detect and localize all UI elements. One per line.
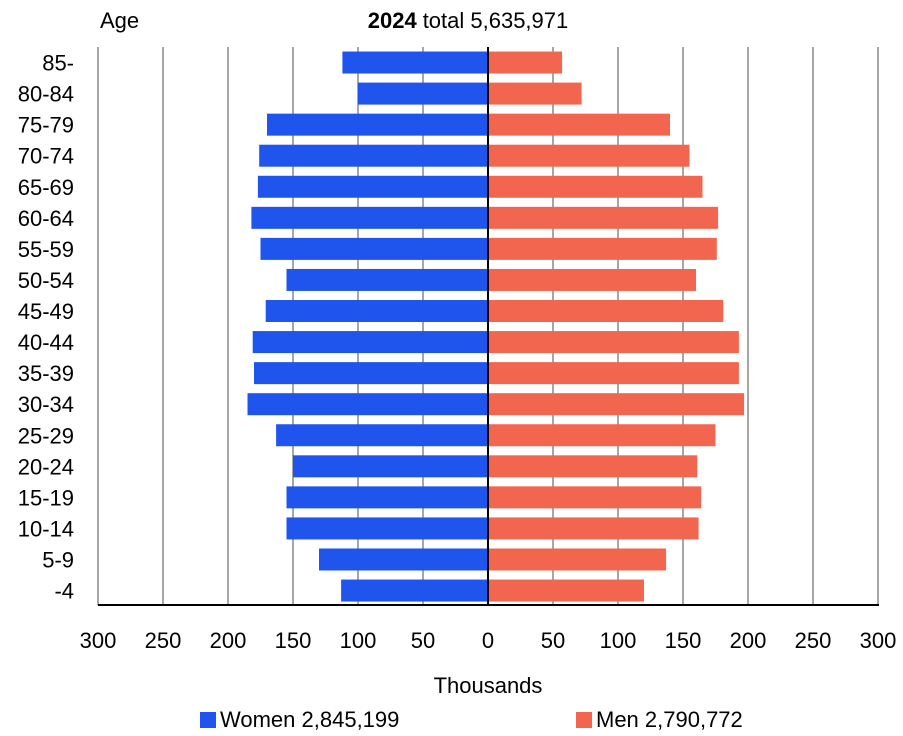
bar-women	[267, 113, 488, 136]
bar-men	[488, 517, 699, 540]
y-tick-label: 85-	[42, 51, 74, 76]
y-tick-label: 5-9	[42, 547, 74, 572]
bar-men	[488, 331, 739, 354]
bar-men	[488, 362, 739, 385]
x-tick-label: 250	[795, 628, 832, 653]
bar-women	[260, 237, 488, 260]
x-tick-label: 300	[860, 628, 897, 653]
bar-men	[488, 424, 716, 447]
x-tick-label: 100	[340, 628, 377, 653]
chart-title-year: 2024	[368, 8, 418, 33]
bar-women	[257, 175, 488, 198]
bar-men	[488, 113, 670, 136]
bar-women	[247, 393, 488, 416]
bar-men	[488, 579, 644, 602]
x-tick-label: 0	[482, 628, 494, 653]
bar-men	[488, 51, 563, 74]
y-tick-label: -4	[54, 579, 74, 604]
y-tick-label: 65-69	[18, 175, 74, 200]
y-tick-label: 15-19	[18, 485, 74, 510]
x-tick-label: 250	[145, 628, 182, 653]
x-tick-label: 200	[210, 628, 247, 653]
grid-lines	[97, 47, 879, 605]
y-tick-label: 10-14	[18, 516, 74, 541]
bar-men	[488, 144, 690, 167]
bar-men	[488, 206, 719, 229]
chart-title: 2024 total 5,635,971	[368, 8, 569, 33]
bar-women	[254, 362, 488, 385]
y-tick-label: 30-34	[18, 392, 74, 417]
axes: 300 250 200 150 100 50 0 50 100 150 200 250 300 85- 80…	[18, 47, 897, 653]
x-tick-label: 50	[541, 628, 565, 653]
bar-women	[276, 424, 488, 447]
y-tick-label: 55-59	[18, 237, 74, 262]
x-tick-label: 150	[665, 628, 702, 653]
legend-swatch-men	[576, 712, 592, 728]
bar-women	[286, 486, 488, 509]
bar-women	[252, 331, 488, 354]
bar-women	[319, 548, 488, 571]
bar-men	[488, 82, 582, 105]
x-tick-label: 150	[275, 628, 312, 653]
x-tick-label: 50	[411, 628, 435, 653]
legend-label-men: Men 2,790,772	[596, 707, 743, 732]
bar-men	[488, 175, 703, 198]
bars	[247, 51, 745, 602]
x-tick-label: 200	[730, 628, 767, 653]
bar-women	[286, 268, 488, 291]
y-tick-label: 25-29	[18, 423, 74, 448]
x-axis-title: Thousands	[434, 673, 543, 698]
bar-women	[265, 300, 488, 323]
bar-women	[251, 206, 488, 229]
bar-women	[342, 51, 488, 74]
bar-men	[488, 455, 698, 478]
legend: Women 2,845,199 Men 2,790,772	[200, 707, 743, 732]
bar-women	[341, 579, 488, 602]
bar-women	[286, 517, 488, 540]
bar-women	[293, 455, 488, 478]
bar-women	[358, 82, 488, 105]
y-tick-label: 45-49	[18, 299, 74, 324]
bar-men	[488, 237, 717, 260]
y-tick-label: 60-64	[18, 206, 74, 231]
bar-men	[488, 393, 745, 416]
y-tick-label: 40-44	[18, 330, 74, 355]
bar-men	[488, 486, 702, 509]
y-tick-label: 35-39	[18, 361, 74, 386]
y-tick-label: 50-54	[18, 268, 74, 293]
y-axis-title: Age	[100, 8, 139, 33]
bar-men	[488, 300, 724, 323]
x-tick-label: 300	[80, 628, 117, 653]
y-tick-label: 20-24	[18, 454, 74, 479]
bar-men	[488, 268, 696, 291]
bar-men	[488, 548, 667, 571]
chart-title-total: total 5,635,971	[423, 8, 569, 33]
y-tick-label: 80-84	[18, 82, 74, 107]
y-tick-label: 75-79	[18, 113, 74, 138]
bar-women	[259, 144, 488, 167]
x-tick-label: 100	[600, 628, 637, 653]
legend-label-women: Women 2,845,199	[220, 707, 399, 732]
legend-swatch-women	[200, 712, 216, 728]
y-tick-label: 70-74	[18, 144, 74, 169]
